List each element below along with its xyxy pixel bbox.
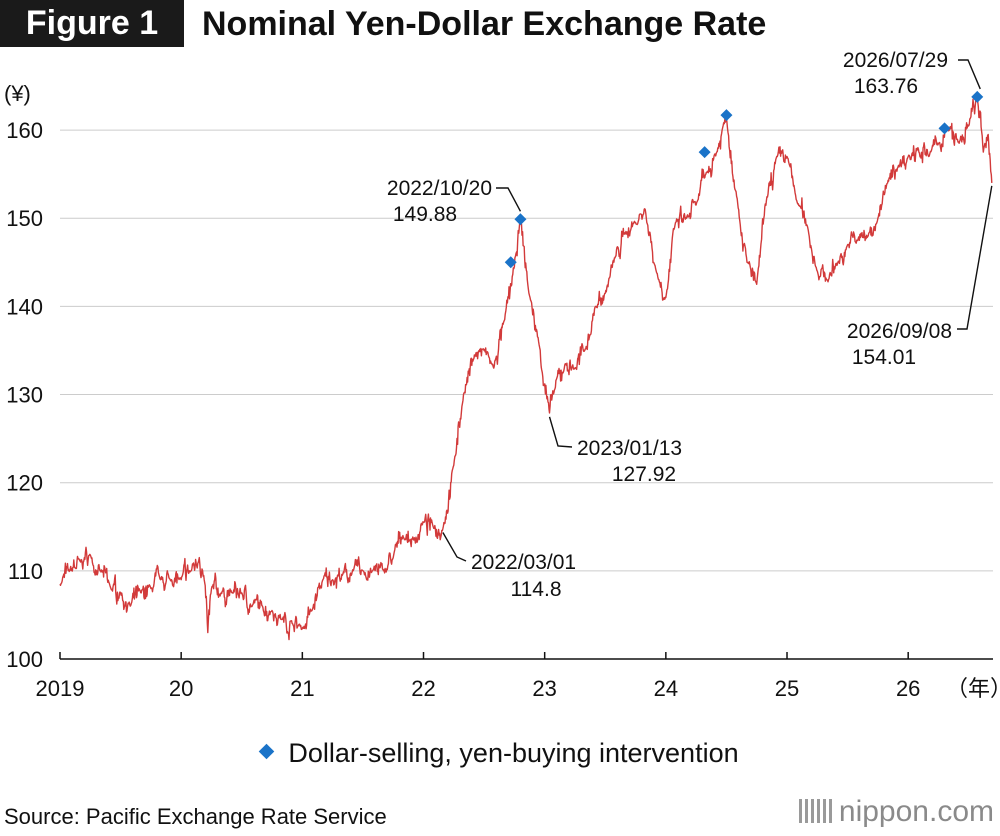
annotation-value: 127.92 bbox=[612, 463, 676, 486]
legend-diamond-icon bbox=[259, 744, 275, 760]
y-tick-label: 140 bbox=[6, 294, 43, 319]
rate-line bbox=[59, 96, 993, 641]
annotation-2023-01-13: 2023/01/13 127.92 bbox=[577, 437, 682, 486]
x-tick-label: 20 bbox=[169, 676, 193, 701]
y-tick-label: 150 bbox=[6, 206, 43, 231]
x-tick-label: 23 bbox=[532, 676, 556, 701]
intervention-diamond-icon bbox=[504, 256, 517, 269]
leader-line bbox=[496, 187, 522, 212]
intervention-diamond-icon bbox=[514, 213, 527, 226]
annotation-value: 114.8 bbox=[511, 578, 562, 601]
x-tick-label: 25 bbox=[775, 676, 799, 701]
intervention-markers bbox=[504, 90, 984, 269]
annotation-leaders bbox=[442, 59, 993, 562]
annotation-date: 2026/07/29 bbox=[843, 49, 948, 72]
x-tick-label: 22 bbox=[411, 676, 435, 701]
x-tick-label: 21 bbox=[290, 676, 314, 701]
x-axis: 2019 20 21 22 23 24 25 26 bbox=[36, 652, 993, 701]
annotation-2022-10-20: 2022/10/20 149.88 bbox=[387, 177, 492, 226]
x-tick-label: 24 bbox=[654, 676, 678, 701]
intervention-diamond-icon bbox=[938, 122, 951, 135]
brand-text: nippon.com bbox=[838, 795, 994, 828]
intervention-diamond-icon bbox=[971, 90, 984, 103]
annotation-2026-07-29: 2026/07/29 163.76 bbox=[843, 49, 948, 98]
y-tick-label: 110 bbox=[8, 559, 43, 584]
annotation-date: 2022/10/20 bbox=[387, 177, 492, 200]
leader-line bbox=[442, 532, 467, 562]
legend: Dollar-selling, yen-buying intervention bbox=[0, 738, 1000, 769]
y-tick-label: 120 bbox=[6, 471, 43, 496]
intervention-diamond-icon bbox=[720, 109, 733, 122]
y-unit-label: (¥) bbox=[4, 81, 31, 106]
y-tick-label: 100 bbox=[6, 647, 43, 672]
nippon-logo-icon bbox=[798, 799, 833, 824]
leader-line bbox=[957, 185, 993, 330]
annotation-2026-09-08: 2026/09/08 154.01 bbox=[847, 320, 952, 369]
x-tick-label: 2019 bbox=[36, 676, 85, 701]
brand-logo: nippon.com bbox=[798, 795, 994, 829]
annotation-value: 149.88 bbox=[393, 203, 457, 226]
y-tick-label: 160 bbox=[6, 118, 43, 143]
x-unit-label: （年） bbox=[946, 676, 1000, 701]
leader-line bbox=[548, 416, 573, 448]
annotation-date: 2022/03/01 bbox=[471, 551, 576, 574]
chart-title: Nominal Yen-Dollar Exchange Rate bbox=[202, 5, 767, 43]
x-tick-label: 26 bbox=[896, 676, 920, 701]
intervention-diamond-icon bbox=[698, 146, 711, 159]
annotation-value: 154.01 bbox=[852, 346, 916, 369]
annotation-date: 2023/01/13 bbox=[577, 437, 682, 460]
figure-label: Figure 1 bbox=[0, 0, 184, 47]
leader-line bbox=[958, 59, 981, 90]
gridlines bbox=[60, 129, 993, 572]
exchange-rate-chart: 100 110 120 130 140 150 160 2019 20 21 22 23 24 25 26… bbox=[4, 49, 1000, 701]
source-note: Source: Pacific Exchange Rate Service bbox=[4, 804, 387, 829]
y-tick-label: 130 bbox=[6, 383, 43, 408]
annotation-value: 163.76 bbox=[854, 75, 918, 98]
annotation-2022-03-01: 2022/03/01 114.8 bbox=[471, 551, 576, 601]
legend-label: Dollar-selling, yen-buying intervention bbox=[288, 738, 739, 768]
annotation-date: 2026/09/08 bbox=[847, 320, 952, 343]
y-axis-ticks: 100 110 120 130 140 150 160 bbox=[6, 118, 43, 672]
